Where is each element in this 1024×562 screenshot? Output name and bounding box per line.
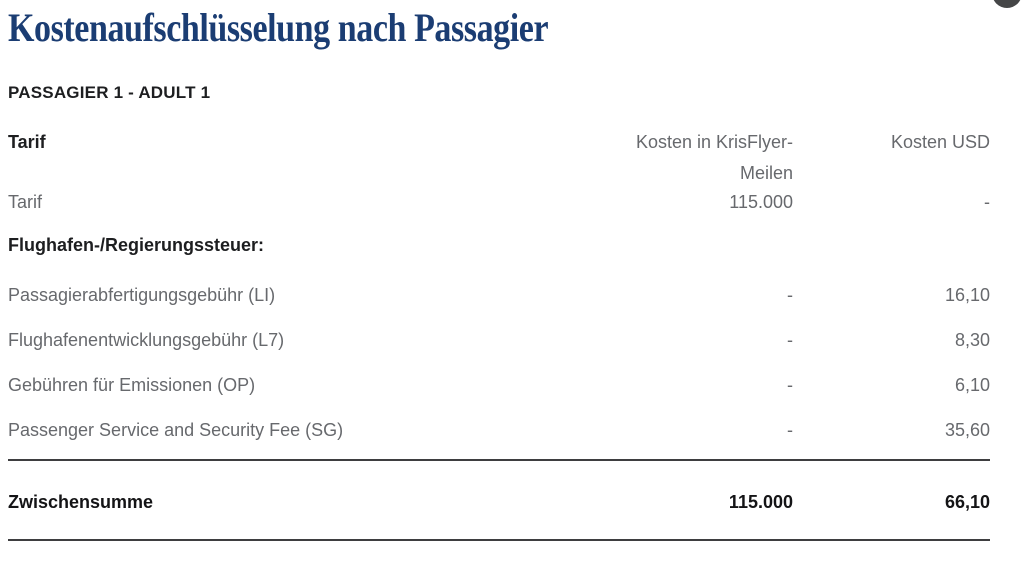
- content-area: Kostenaufschlüsselung nach Passagier PAS…: [8, 0, 990, 549]
- fare-label: Tarif: [8, 192, 43, 212]
- fee-miles-value: -: [787, 375, 793, 395]
- page-title: Kostenaufschlüsselung nach Passagier: [8, 5, 549, 50]
- subtotal-label: Zwischensumme: [8, 492, 154, 512]
- passenger-section-heading: PASSAGIER 1 - ADULT 1: [8, 83, 211, 102]
- column-header-krisflyer-miles: Kosten in KrisFlyer- Meilen: [593, 127, 793, 189]
- fee-usd-value: 6,10: [954, 375, 990, 395]
- fee-usd-value: 35,60: [944, 420, 990, 440]
- subtotal-miles-value: 115.000: [728, 492, 793, 512]
- table-row-fee: Flughafenentwicklungsgebühr (L7) - 8,30: [8, 331, 990, 350]
- column-header-tarif: Tarif: [8, 132, 46, 152]
- fee-label: Gebühren für Emissionen (OP): [8, 375, 256, 395]
- table-row-subtotal: Zwischensumme 115.000 66,10: [8, 493, 990, 512]
- fee-usd-value: 8,30: [954, 330, 990, 350]
- column-header-krisflyer-miles-line2: Meilen: [739, 163, 793, 183]
- table-row-tax-category: Flughafen-/Regierungssteuer:: [8, 236, 990, 255]
- fee-label: Passagierabfertigungsgebühr (LI): [8, 285, 276, 305]
- fare-usd-value: -: [984, 192, 990, 212]
- fare-miles-value: 115.000: [729, 192, 793, 212]
- fee-miles-value: -: [787, 285, 793, 305]
- cropped-circle-button[interactable]: [992, 0, 1022, 8]
- table-row-fee: Passagierabfertigungsgebühr (LI) - 16,10: [8, 286, 990, 305]
- tax-category-label: Flughafen-/Regierungssteuer:: [8, 235, 265, 255]
- column-header-kosten-usd: Kosten USD: [890, 132, 990, 152]
- table-row-fee: Passenger Service and Security Fee (SG) …: [8, 421, 990, 440]
- fee-miles-value: -: [787, 330, 793, 350]
- subtotal-divider-top: [8, 459, 990, 461]
- fee-label: Flughafenentwicklungsgebühr (L7): [8, 330, 285, 350]
- subtotal-usd-value: 66,10: [944, 492, 990, 512]
- column-header-krisflyer-miles-line1: Kosten in KrisFlyer-: [635, 132, 793, 152]
- table-row-fee: Gebühren für Emissionen (OP) - 6,10: [8, 376, 990, 395]
- table-row-fare: Tarif 115.000 -: [8, 193, 990, 212]
- fee-miles-value: -: [787, 420, 793, 440]
- fee-label: Passenger Service and Security Fee (SG): [8, 420, 344, 440]
- table-header-row: Tarif Kosten in KrisFlyer- Meilen Kosten…: [8, 132, 990, 189]
- fee-usd-value: 16,10: [944, 285, 990, 305]
- subtotal-divider-bottom: [8, 539, 990, 541]
